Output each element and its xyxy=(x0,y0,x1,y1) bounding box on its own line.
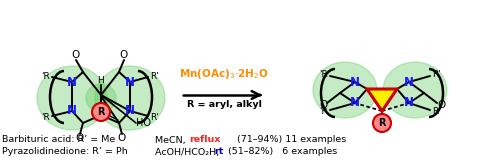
Text: MeCN,: MeCN, xyxy=(155,136,188,144)
Text: Mn(OAc)$_3$$\cdot$2H$_2$O: Mn(OAc)$_3$$\cdot$2H$_2$O xyxy=(179,67,269,81)
Text: N: N xyxy=(404,96,414,109)
Text: (71–94%) 11 examples: (71–94%) 11 examples xyxy=(225,136,346,144)
Circle shape xyxy=(373,114,391,132)
Text: N: N xyxy=(404,76,414,88)
Text: N: N xyxy=(125,76,135,88)
Text: N: N xyxy=(67,104,77,117)
Ellipse shape xyxy=(95,66,165,130)
Text: H: H xyxy=(98,76,104,84)
Text: R': R' xyxy=(432,108,441,116)
Text: N: N xyxy=(350,96,360,109)
Text: AcOH/HCO₂H,: AcOH/HCO₂H, xyxy=(155,148,222,156)
Text: 'R: 'R xyxy=(41,72,50,80)
Text: (51–82%)   6 examples: (51–82%) 6 examples xyxy=(225,148,337,156)
Text: O: O xyxy=(118,133,126,143)
Text: rt: rt xyxy=(214,148,224,156)
Polygon shape xyxy=(367,89,397,111)
Text: N: N xyxy=(67,76,77,88)
Text: N: N xyxy=(125,104,135,117)
Text: O: O xyxy=(72,50,80,60)
Text: R': R' xyxy=(150,113,159,123)
Text: reflux: reflux xyxy=(189,136,220,144)
Circle shape xyxy=(92,103,110,121)
Text: R: R xyxy=(97,107,105,117)
Text: R: R xyxy=(378,118,386,128)
Text: HO: HO xyxy=(136,118,151,128)
Ellipse shape xyxy=(86,84,116,112)
Ellipse shape xyxy=(383,62,447,118)
Text: R': R' xyxy=(150,72,159,80)
Text: 'R: 'R xyxy=(320,108,328,116)
Text: 'R: 'R xyxy=(41,113,50,123)
Text: 'R: 'R xyxy=(320,69,328,79)
Ellipse shape xyxy=(37,66,107,130)
Text: O: O xyxy=(319,100,327,110)
Text: O: O xyxy=(120,50,128,60)
Text: Barbituric acid: R’ = Me: Barbituric acid: R’ = Me xyxy=(2,136,115,144)
Text: N: N xyxy=(350,76,360,88)
Text: R': R' xyxy=(432,69,441,79)
Text: O: O xyxy=(437,100,445,110)
Ellipse shape xyxy=(313,62,377,118)
Text: O: O xyxy=(76,133,84,143)
Text: R = aryl, alkyl: R = aryl, alkyl xyxy=(186,100,262,109)
Text: Pyrazolidinedione: R’ = Ph: Pyrazolidinedione: R’ = Ph xyxy=(2,148,128,156)
